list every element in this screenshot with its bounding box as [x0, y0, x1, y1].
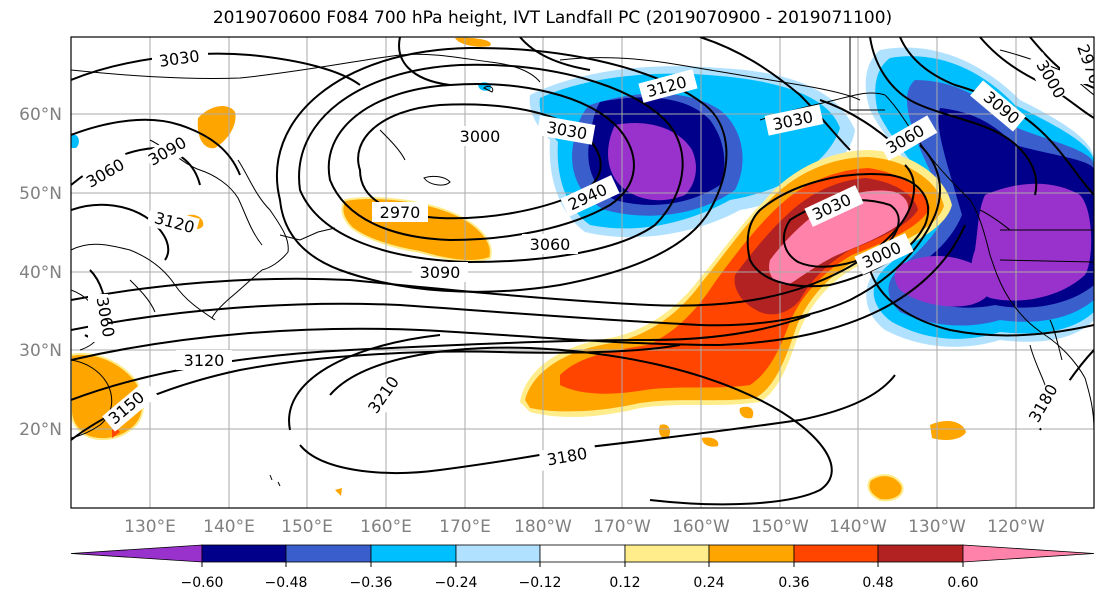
lon-label: 130°W [908, 517, 966, 537]
colorbar-segment [455, 544, 541, 563]
colorbar-segment [539, 544, 626, 563]
colorbar-tick-labels: −0.60 −0.48 −0.36 −0.24 −0.12 0.12 0.24 … [181, 575, 979, 591]
lat-label: 40°N [19, 263, 62, 283]
contour-label: 2970 [380, 203, 421, 222]
colorbar-segment [708, 544, 795, 563]
colorbar-segment [201, 544, 287, 563]
map-title: 2019070600 F084 700 hPa height, IVT Land… [212, 8, 893, 28]
colorbar-tick-label: −0.60 [181, 575, 224, 591]
map-frame [70, 36, 1095, 509]
lat-label: 50°N [19, 184, 62, 204]
colorbar: −0.60 −0.48 −0.36 −0.24 −0.12 0.12 0.24 … [70, 544, 1095, 591]
lon-label: 140°W [829, 517, 887, 537]
map-area: 3030 3090 3060 3120 3000 3030 3120 3030 … [71, 37, 1094, 508]
colorbar-segment [370, 544, 457, 563]
colorbar-tick-label: 0.36 [778, 575, 809, 591]
colorbar-segment [962, 544, 1095, 563]
colorbar-segment [624, 544, 710, 563]
latitude-labels: 60°N 50°N 40°N 30°N 20°N [19, 105, 62, 440]
colorbar-segment [70, 544, 203, 563]
lat-label: 60°N [19, 105, 62, 125]
lon-label: 140°E [203, 517, 255, 537]
lat-label: 20°N [19, 420, 62, 440]
colorbar-segment [877, 544, 964, 563]
colorbar-tick-label: 0.24 [693, 575, 724, 591]
contour-label: 3120 [184, 351, 225, 370]
colorbar-tick-label: 0.48 [862, 575, 893, 591]
lon-label: 150°E [281, 517, 333, 537]
contour-label: 3000 [460, 127, 501, 146]
longitude-labels: 130°E 140°E 150°E 160°E 170°E 180°W 170°… [124, 517, 1045, 537]
lon-label: 120°W [987, 517, 1045, 537]
colorbar-tick-label: −0.48 [265, 575, 308, 591]
lon-label: 180°W [514, 517, 572, 537]
colorbar-tick-label: 0.60 [947, 575, 978, 591]
contour-label: 3090 [420, 263, 461, 282]
lon-label: 170°W [593, 517, 651, 537]
colorbar-segment [285, 544, 372, 563]
lat-label: 30°N [19, 341, 62, 361]
colorbar-ticks [201, 562, 964, 567]
lon-label: 170°E [439, 517, 491, 537]
lon-label: 150°W [751, 517, 809, 537]
lon-label: 160°W [672, 517, 730, 537]
colorbar-tick-label: −0.12 [519, 575, 562, 591]
colorbar-tick-label: −0.24 [435, 575, 478, 591]
colorbar-tick-label: −0.36 [350, 575, 393, 591]
colorbar-tick-label: 0.12 [609, 575, 640, 591]
lon-label: 160°E [360, 517, 412, 537]
lon-label: 130°E [124, 517, 176, 537]
colorbar-segment [793, 544, 879, 563]
contour-label: 3060 [530, 235, 571, 254]
colorbar-segments [70, 544, 1095, 563]
